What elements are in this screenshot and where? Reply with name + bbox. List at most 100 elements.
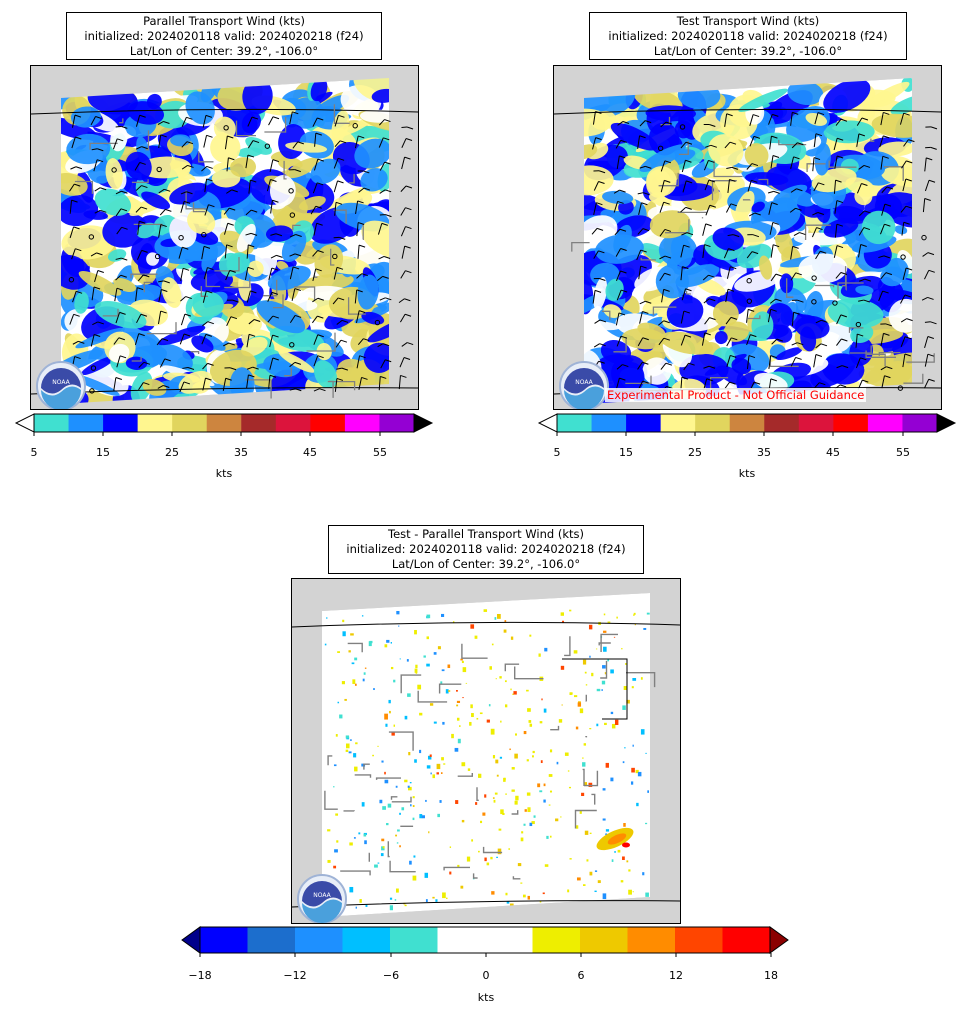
wind-barb-feather — [861, 117, 869, 121]
wind-barb — [314, 133, 317, 147]
wind-barb — [289, 315, 296, 324]
wind-barb — [771, 338, 778, 345]
wind-barb-feather — [139, 161, 146, 165]
wind-barb — [113, 377, 117, 391]
wind-barb — [835, 272, 842, 279]
colorbar-under-arrow — [14, 413, 35, 433]
wind-barb-feather — [271, 291, 279, 295]
wind-cell — [138, 156, 192, 179]
wind-barb — [701, 332, 706, 346]
wind-cell — [827, 298, 884, 329]
wind-cell — [278, 350, 315, 373]
difference-cell — [520, 882, 523, 884]
difference-cell — [401, 807, 405, 811]
wind-barb-feather — [927, 252, 935, 256]
wind-barb-feather — [797, 299, 804, 303]
wind-barb-feather — [857, 333, 864, 337]
difference-cell — [631, 686, 634, 689]
county-line — [313, 275, 318, 278]
difference-cell — [584, 830, 589, 835]
wind-barb — [902, 353, 906, 368]
wind-barb-feather — [709, 317, 716, 321]
wind-barb — [115, 312, 121, 324]
colorbar-swatch — [206, 414, 242, 432]
difference-cell — [419, 712, 423, 716]
difference-cell — [594, 870, 598, 872]
wind-barb — [357, 245, 360, 259]
wind-cell — [861, 104, 876, 121]
county-line — [571, 241, 590, 252]
difference-cell — [419, 814, 423, 819]
colorbar-tick-label: −12 — [283, 969, 307, 982]
wind-barb — [224, 244, 228, 259]
wind-barb — [313, 159, 319, 171]
wind-barb — [202, 378, 206, 391]
wind-barb-feather — [248, 244, 255, 248]
wind-barb-feather — [182, 267, 190, 271]
panel-title: Test - Parallel Transport Wind (kts) ini… — [328, 525, 644, 574]
wind-barb — [313, 388, 320, 392]
wind-barb-feather — [337, 180, 344, 184]
difference-cell — [546, 835, 549, 839]
county-line — [476, 787, 479, 801]
wind-barb — [703, 160, 709, 171]
wind-barb-feather — [294, 288, 301, 292]
difference-cell — [582, 659, 587, 665]
wind-barb — [681, 232, 688, 236]
difference-cell — [457, 738, 461, 744]
difference-cell — [447, 664, 451, 669]
wind-barb — [924, 321, 931, 323]
noaa-logo-text: NOAA — [575, 379, 593, 386]
wind-barb-feather — [231, 189, 238, 193]
county-line — [438, 683, 462, 694]
wind-barb — [203, 267, 208, 280]
difference-cell — [623, 686, 627, 691]
wind-barb-feather — [708, 159, 715, 163]
difference-cell — [605, 833, 608, 836]
wind-barb — [900, 318, 907, 323]
difference-cell — [363, 833, 367, 837]
wind-cell — [798, 253, 848, 284]
difference-cell — [510, 636, 514, 640]
noaa-logo-text: NOAA — [52, 379, 70, 386]
wind-barb-feather — [772, 244, 780, 248]
wind-barb-feather — [317, 297, 325, 301]
wind-barb-feather — [815, 133, 823, 137]
colorbar-tick-label: −18 — [188, 969, 212, 982]
wind-barb — [680, 310, 685, 324]
county-line — [828, 160, 857, 168]
wind-barb-feather — [815, 354, 823, 357]
wind-barb-feather — [161, 338, 169, 342]
wind-cell — [192, 291, 224, 318]
wind-barb-feather — [836, 245, 844, 249]
county-line — [600, 633, 618, 652]
wind-cell — [814, 143, 831, 176]
wind-barb-feather — [905, 178, 912, 182]
wind-barb — [616, 364, 623, 370]
wind-barb-feather — [100, 209, 107, 213]
colorbar-swatch — [580, 927, 628, 953]
wind-barb-feather — [97, 321, 104, 325]
wind-barb — [248, 180, 251, 194]
wind-barb — [69, 226, 75, 239]
wind-barb — [158, 289, 162, 303]
difference-cell — [589, 727, 592, 730]
wind-barb-feather — [203, 245, 211, 249]
panel-title: Parallel Transport Wind (kts) initialize… — [66, 12, 382, 60]
wind-barb-feather — [208, 204, 215, 208]
title-line-3: Lat/Lon of Center: 39.2°, -106.0° — [653, 44, 843, 58]
wind-barb — [244, 267, 249, 281]
wind-cell — [127, 101, 165, 125]
wind-barb — [702, 223, 707, 236]
wind-barb — [593, 202, 597, 215]
wind-cell — [744, 143, 769, 168]
wind-barb — [289, 388, 296, 391]
county-line — [347, 297, 366, 315]
difference-cell — [589, 871, 593, 876]
wind-cell — [102, 212, 148, 248]
wind-barb-feather — [187, 367, 195, 370]
county-line — [284, 367, 292, 377]
difference-cell — [426, 663, 430, 667]
difference-cell — [637, 771, 642, 777]
wind-barb — [69, 200, 73, 214]
